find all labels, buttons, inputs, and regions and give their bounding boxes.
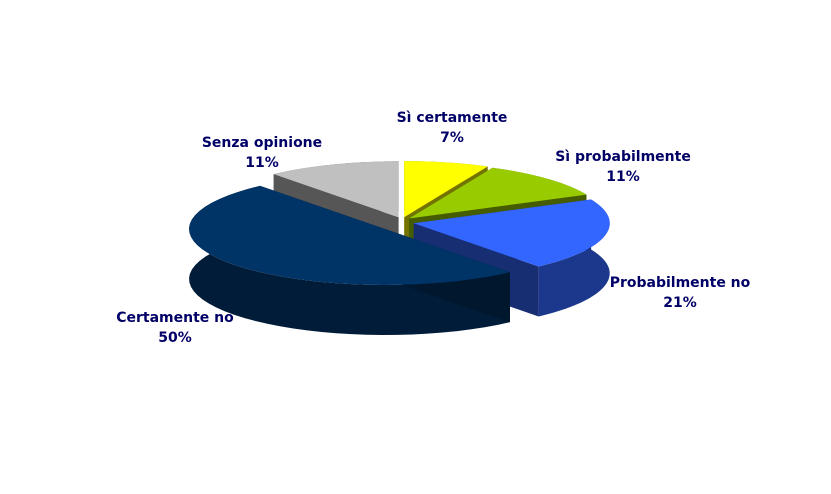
slice-value-label: 50% [158,330,192,346]
slice [189,185,510,286]
slice-label: Senza opinione [202,135,322,151]
slice [273,161,399,218]
slice-value-label: 7% [440,130,464,146]
slice-label: Sì probabilmente [555,149,691,165]
slice-label: Sì certamente [397,110,508,126]
slice-label: Certamente no [116,310,234,326]
slice [404,161,488,218]
slice-value-label: 11% [245,155,279,171]
slice-value-label: 21% [663,295,697,311]
slice [413,199,610,267]
slice-side [189,185,510,336]
slice-value-label: 11% [606,169,640,185]
slice-label: Probabilmente no [610,275,751,291]
slice [409,167,587,219]
